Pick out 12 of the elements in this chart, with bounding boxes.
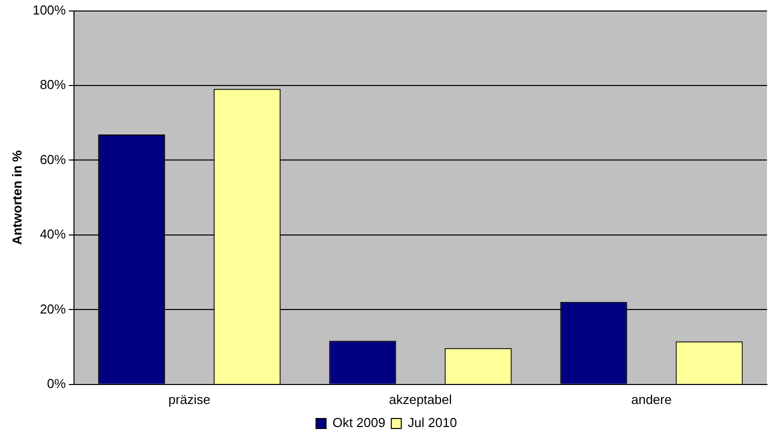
y-tick-label: 0% [47, 376, 66, 391]
legend-label: Jul 2010 [408, 415, 457, 430]
x-tick-label: akzeptabel [388, 392, 452, 407]
y-tick-label: 40% [40, 226, 66, 242]
legend-label: Okt 2009 [332, 415, 386, 430]
y-axis-title: Antworten in % [9, 150, 24, 245]
y-tick-label: 20% [40, 301, 66, 316]
y-tick-label: 60% [40, 152, 66, 167]
y-tick-label: 80% [40, 77, 66, 92]
x-tick-label: andere [631, 392, 672, 407]
x-tick-label: präzise [168, 392, 210, 407]
y-tick-label: 100% [32, 2, 66, 18]
